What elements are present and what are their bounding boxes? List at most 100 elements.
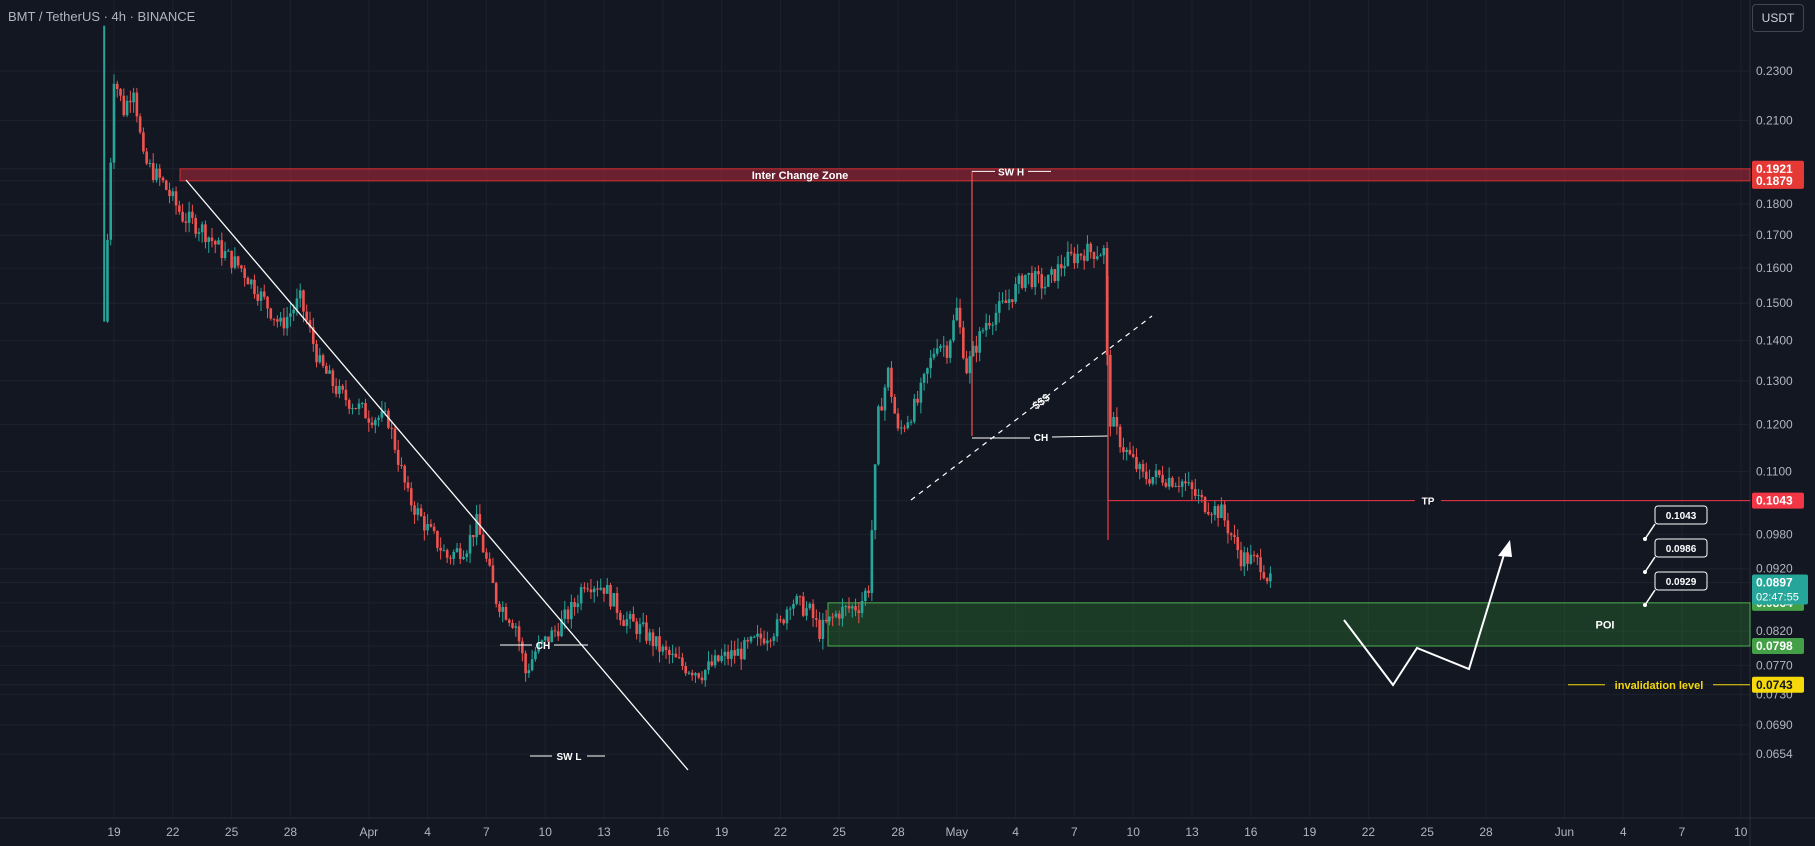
candle-body	[259, 291, 263, 301]
candle-body	[955, 307, 959, 321]
inter-change-zone	[179, 168, 1751, 182]
x-tick-label: 4	[424, 825, 431, 839]
candle-body	[210, 237, 214, 241]
x-tick-label: Jun	[1555, 825, 1574, 839]
target-label: 0.0986	[1666, 544, 1697, 555]
candle-body	[1233, 535, 1236, 538]
candle-body	[472, 534, 475, 538]
candle-body	[517, 626, 521, 642]
countdown-label: 02:47:55	[1756, 591, 1799, 603]
candle-body	[919, 382, 923, 403]
candle-body	[1223, 504, 1226, 521]
y-tick-label: 0.1200	[1756, 417, 1793, 431]
candle-body	[527, 670, 531, 674]
candle-body	[798, 596, 802, 598]
candle-body	[1259, 557, 1262, 573]
badge-zone-bottom: 0.1879	[1756, 174, 1793, 188]
candle-body	[455, 548, 459, 552]
candle-body	[733, 650, 736, 656]
candle-body	[1122, 447, 1125, 453]
candle-body	[749, 636, 753, 642]
candle-body	[1193, 489, 1197, 496]
x-tick-label: 22	[774, 825, 788, 839]
candle-body	[328, 370, 331, 374]
candle-body	[772, 636, 776, 641]
badge-zone-top: 0.1921	[1756, 162, 1793, 176]
candle-body	[553, 630, 557, 632]
zone-label: Inter Change Zone	[752, 170, 849, 182]
choch2-line-right	[1051, 435, 1109, 438]
candle-body	[1158, 470, 1161, 475]
currency-button[interactable]: USDT	[1752, 4, 1804, 32]
candle-body	[285, 316, 289, 329]
target-pointer	[1644, 589, 1656, 606]
candle-body	[1118, 426, 1122, 448]
candle-body	[233, 256, 237, 268]
candle-body	[387, 410, 390, 428]
candle-body	[1099, 255, 1102, 257]
x-tick-label: 4	[1012, 825, 1019, 839]
candle-body	[958, 307, 962, 328]
candle-body	[596, 588, 599, 590]
candle-body	[903, 427, 906, 429]
candle-body	[230, 250, 233, 268]
candle-body	[677, 657, 681, 659]
x-tick-label: 13	[1185, 825, 1199, 839]
candle-body	[311, 327, 315, 344]
candle-body	[1171, 477, 1174, 487]
candle-body	[929, 357, 932, 369]
candle-body	[249, 279, 253, 285]
candle-body	[331, 370, 335, 387]
y-tick-label: 0.2100	[1756, 113, 1793, 127]
candle-body	[605, 585, 609, 594]
candle-body	[315, 343, 318, 363]
candle-body	[707, 661, 710, 670]
candle-body	[658, 636, 661, 652]
candle-body	[1262, 572, 1266, 579]
candle-body	[276, 319, 279, 322]
candle-body	[115, 83, 119, 89]
candle-body	[347, 400, 351, 409]
candle-body	[880, 406, 883, 411]
candle-body	[511, 622, 514, 628]
candle-body	[1216, 506, 1220, 518]
y-tick-label: 0.1400	[1756, 334, 1793, 348]
candle-body	[481, 534, 485, 553]
candle-body	[184, 221, 188, 223]
x-tick-label: 28	[284, 825, 298, 839]
y-tick-label: 0.2300	[1756, 64, 1793, 78]
tp-label-bg	[1415, 493, 1441, 508]
candle-body	[181, 211, 184, 222]
x-tick-label: 28	[891, 825, 905, 839]
candle-body	[792, 603, 795, 609]
candle-body	[854, 606, 857, 611]
candle-body	[1190, 482, 1194, 490]
candle-body	[1197, 494, 1200, 496]
candle-body	[978, 331, 981, 353]
x-tick-label: 25	[833, 825, 847, 839]
candle-body	[1046, 274, 1050, 287]
candle-body	[318, 355, 322, 363]
candle-body	[383, 410, 387, 412]
candle-body	[1092, 252, 1096, 259]
candle-body	[279, 317, 282, 322]
candle-body	[266, 296, 269, 309]
candle-body	[282, 317, 286, 329]
candle-body	[1050, 269, 1053, 275]
candle-body	[396, 449, 400, 465]
candle-body	[524, 653, 527, 674]
candle-body	[873, 464, 877, 531]
candle-body	[109, 162, 113, 240]
target-dot	[1643, 603, 1647, 607]
x-tick-label: 7	[483, 825, 490, 839]
candle-body	[759, 633, 763, 639]
candle-body	[129, 100, 132, 103]
candle-body	[1102, 248, 1106, 256]
candle-body	[145, 151, 148, 164]
candle-body	[1079, 253, 1083, 256]
candle-body	[439, 547, 442, 551]
candle-body	[289, 313, 292, 317]
candle-body	[227, 250, 230, 252]
candle-body	[151, 163, 155, 181]
